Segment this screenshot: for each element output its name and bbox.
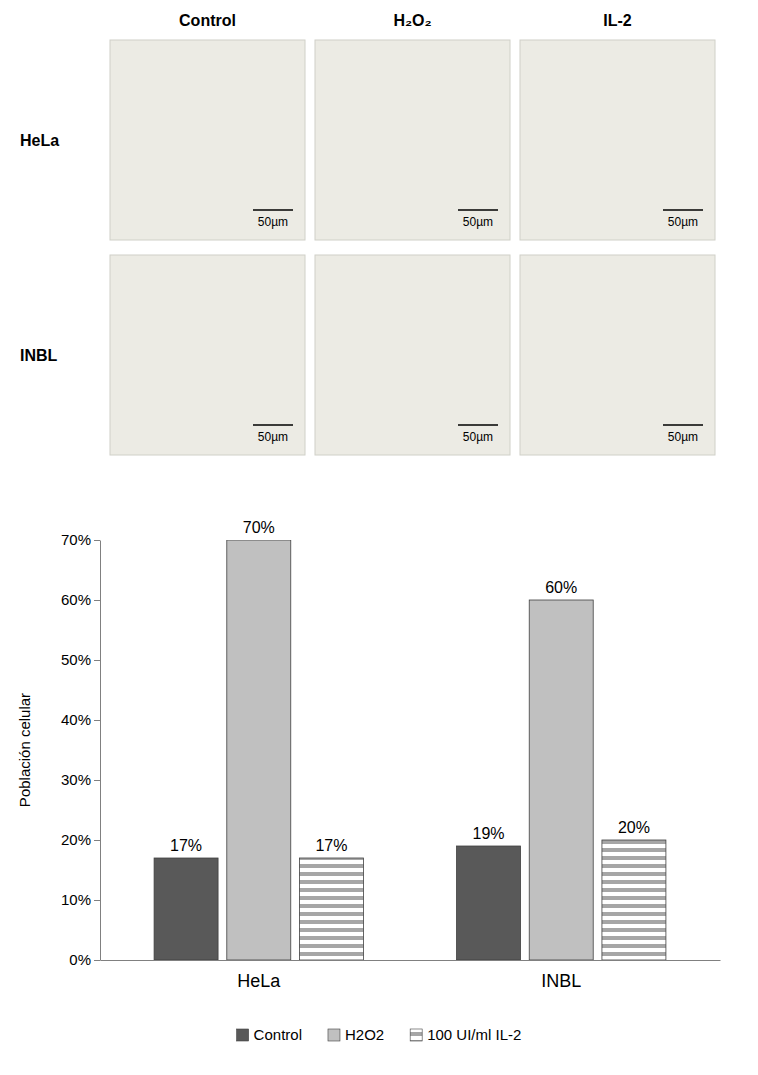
- micrograph-grid: Control H₂O₂ IL-2 HeLa 50µm 50µm 50µm INBL 50µm 5…: [20, 12, 715, 455]
- row-label: INBL: [20, 347, 58, 364]
- row-label: HeLa: [20, 132, 59, 149]
- legend: Control H2O2 100 UI/ml IL-2: [237, 1026, 522, 1043]
- scale-bar-label: 50µm: [463, 430, 493, 444]
- tick: 70%: [61, 531, 100, 548]
- tick-mark: [94, 660, 100, 661]
- axis-line: [101, 960, 721, 961]
- micrograph-image: [520, 40, 715, 240]
- scale-bar-label: 50µm: [463, 215, 493, 229]
- legend-label: H2O2: [345, 1026, 384, 1043]
- legend-swatch: [328, 1029, 340, 1041]
- tick: 30%: [61, 771, 100, 788]
- tick: HeLa: [237, 960, 281, 991]
- data-label: 17%: [170, 837, 202, 854]
- legend-item: 100 UI/ml IL-2: [410, 1026, 521, 1043]
- tick-label: INBL: [541, 971, 581, 991]
- tick-label: 40%: [61, 711, 91, 728]
- tick-mark: [94, 780, 100, 781]
- tick: INBL: [541, 960, 581, 991]
- data-label: 70%: [243, 519, 275, 536]
- micrograph-image: [315, 255, 510, 455]
- bar: [457, 846, 521, 960]
- legend-item: H2O2: [328, 1026, 384, 1043]
- legend-item: Control: [237, 1026, 302, 1043]
- tick-label: 10%: [61, 891, 91, 908]
- tick-label: HeLa: [237, 971, 281, 991]
- x-axis: HeLa INBL: [101, 960, 721, 991]
- micrograph-panel: 50µm: [110, 40, 305, 240]
- legend-label: 100 UI/ml IL-2: [427, 1026, 521, 1043]
- data-label: 60%: [545, 579, 577, 596]
- axis-line: [100, 541, 101, 961]
- bar-chart: 17% 19% 70% 60% 17% 20% 0% 10% 20% 30% 40% 50% 60% 70…: [16, 519, 721, 991]
- data-label: 17%: [315, 837, 347, 854]
- micrograph-image: [110, 40, 305, 240]
- scale-bar: [458, 209, 498, 211]
- tick-mark: [94, 600, 100, 601]
- micrograph-panel: 50µm: [520, 255, 715, 455]
- bar: [154, 858, 218, 960]
- scale-bar: [253, 209, 293, 211]
- legend-swatch: [410, 1029, 422, 1041]
- micrograph-image: [315, 40, 510, 240]
- tick: 10%: [61, 891, 100, 908]
- tick: 50%: [61, 651, 100, 668]
- scale-bar: [663, 424, 703, 426]
- scale-bar-label: 50µm: [258, 215, 288, 229]
- tick-mark: [94, 720, 100, 721]
- micrograph-panel: 50µm: [110, 255, 305, 455]
- tick: 60%: [61, 591, 100, 608]
- scale-bar: [458, 424, 498, 426]
- figure: Control H₂O₂ IL-2 HeLa 50µm 50µm 50µm INBL 50µm 5…: [0, 0, 758, 1075]
- tick-mark: [94, 840, 100, 841]
- tick-label: 50%: [61, 651, 91, 668]
- bar: [299, 858, 363, 960]
- y-axis: 0% 10% 20% 30% 40% 50% 60% 70%: [61, 531, 101, 968]
- micrograph-panel: 50µm: [520, 40, 715, 240]
- tick: 40%: [61, 711, 100, 728]
- tick-label: 60%: [61, 591, 91, 608]
- data-label: 20%: [618, 819, 650, 836]
- tick: 20%: [61, 831, 100, 848]
- micrograph-image: [520, 255, 715, 455]
- bar: [529, 600, 593, 960]
- tick-mark: [94, 960, 100, 961]
- axis-title: Población celular: [16, 693, 33, 807]
- legend-label: Control: [254, 1026, 302, 1043]
- scale-bar-label: 50µm: [668, 215, 698, 229]
- tick-mark: [94, 900, 100, 901]
- tick-label: 20%: [61, 831, 91, 848]
- micrograph-image: [110, 255, 305, 455]
- micrograph-panel: 50µm: [315, 40, 510, 240]
- bar: [602, 840, 666, 960]
- data-label: 19%: [473, 825, 505, 842]
- bar: [227, 540, 291, 960]
- tick-label: 70%: [61, 531, 91, 548]
- column-header: H₂O₂: [393, 12, 431, 29]
- tick-mark: [94, 540, 100, 541]
- scale-bar-label: 50µm: [668, 430, 698, 444]
- legend-swatch: [237, 1029, 249, 1041]
- scale-bar: [253, 424, 293, 426]
- micrograph-panel: 50µm: [315, 255, 510, 455]
- tick-label: 0%: [69, 951, 91, 968]
- tick: 0%: [69, 951, 100, 968]
- scale-bar: [663, 209, 703, 211]
- column-header: IL-2: [603, 12, 632, 29]
- bars: [154, 540, 666, 960]
- tick-label: 30%: [61, 771, 91, 788]
- column-header: Control: [179, 12, 236, 29]
- scale-bar-label: 50µm: [258, 430, 288, 444]
